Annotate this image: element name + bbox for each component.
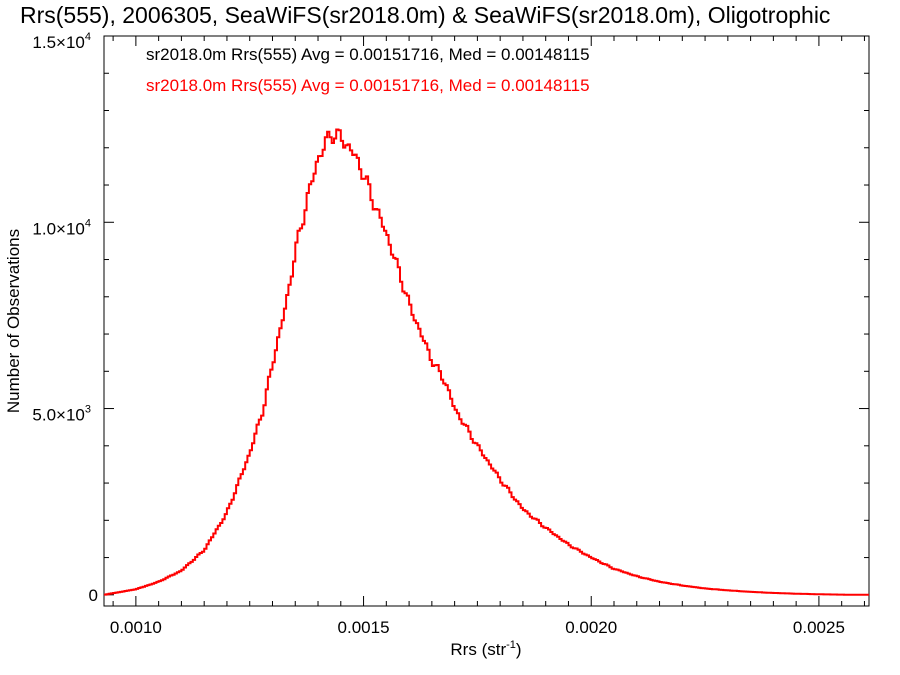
x-tick-label: 0.0010 (110, 618, 162, 637)
chart-title: Rrs(555), 2006305, SeaWiFS(sr2018.0m) & … (20, 2, 831, 28)
x-axis-label-sup: -1 (506, 639, 516, 651)
x-axis: 0.0010 0.0015 0.0020 0.0025 (110, 36, 865, 637)
y-tick-label: 1.5×104 (32, 31, 91, 52)
x-tick-label: 0.0025 (793, 618, 845, 637)
legend-entry-black: sr2018.0m Rrs(555) Avg = 0.00151716, Med… (146, 45, 590, 64)
plot-frame (103, 35, 870, 607)
y-tick-label: 1.0×104 (32, 217, 91, 238)
y-axis: 0 5.0×103 1.0×104 1.5×104 (32, 31, 869, 605)
legend-entry-red: sr2018.0m Rrs(555) Avg = 0.00151716, Med… (146, 76, 590, 95)
x-tick-label: 0.0020 (565, 618, 617, 637)
series-line (104, 128, 869, 596)
y-axis-label: Number of Observations (4, 229, 23, 413)
y-tick-label: 5.0×103 (32, 404, 91, 425)
y-tick-label: 0 (89, 586, 98, 605)
x-axis-label-suffix: ) (516, 640, 522, 659)
x-tick-label: 0.0015 (338, 618, 390, 637)
x-axis-label: Rrs (str-1) (450, 639, 521, 659)
